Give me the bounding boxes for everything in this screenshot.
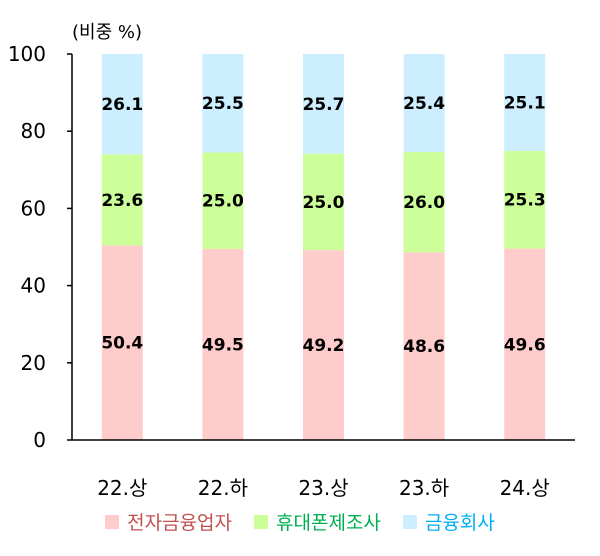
data-label: 25.0 [202, 192, 244, 212]
bar-segment [101, 54, 143, 155]
data-label: 26.0 [403, 193, 445, 213]
bar-segment [403, 54, 445, 153]
bar-segment [504, 248, 546, 440]
bar-segment [202, 54, 244, 153]
data-label: 23.6 [101, 191, 143, 211]
bar-segment [504, 54, 546, 151]
bar-segment [403, 152, 445, 253]
stacked-bar-chart: 50.4 23.6 26.1 22.상 49.5 25.0 25.5 22.하 49.2 25.0… [8, 42, 575, 500]
bar-segment [202, 152, 244, 249]
bar-segment [101, 245, 143, 440]
legend-item: 휴대폰제조사 [254, 508, 381, 535]
data-label: 26.1 [101, 95, 143, 115]
data-label: 25.7 [303, 95, 345, 115]
bar-segment [202, 248, 244, 440]
bar-segment [303, 153, 344, 251]
legend-label: 금융회사 [424, 512, 495, 534]
legend-item: 전자금융업자 [105, 508, 232, 535]
data-label: 25.0 [303, 193, 345, 213]
legend-item: 금융회사 [402, 508, 495, 535]
x-tick-label: 22.상 [97, 476, 147, 500]
data-label: 25.3 [504, 191, 546, 211]
data-label: 49.6 [504, 335, 546, 355]
data-label: 25.5 [202, 94, 244, 114]
data-label: 49.2 [303, 336, 345, 356]
legend-swatch [105, 514, 120, 529]
y-tick-label: 100 [8, 42, 46, 66]
legend: 전자금융업자 휴대폰제조사 금융회사 [0, 508, 600, 535]
bar-segment [403, 252, 445, 440]
legend-label: 휴대폰제조사 [276, 512, 381, 534]
y-tick-label: 20 [21, 351, 46, 375]
data-label: 25.1 [504, 93, 546, 113]
data-label: 25.4 [403, 94, 445, 114]
data-label: 48.6 [403, 337, 445, 357]
bar-segment [504, 150, 546, 249]
data-label: 49.5 [202, 335, 244, 355]
y-tick-label: 40 [21, 274, 46, 298]
x-tick-label: 23.하 [399, 476, 449, 500]
legend-swatch [254, 514, 269, 529]
bar-segment [303, 54, 344, 154]
legend-label: 전자금융업자 [127, 512, 233, 534]
data-label: 50.4 [101, 334, 143, 354]
y-tick-label: 0 [33, 428, 46, 452]
bar-segment [303, 250, 344, 440]
x-tick-label: 24.상 [500, 476, 550, 500]
x-tick-label: 22.하 [198, 476, 248, 500]
y-tick-label: 80 [21, 119, 46, 143]
unit-label: (비중 %) [72, 22, 142, 43]
y-tick-label: 60 [21, 196, 46, 220]
x-tick-label: 23.상 [298, 476, 348, 500]
legend-swatch [402, 514, 417, 529]
bar-segment [101, 154, 143, 246]
